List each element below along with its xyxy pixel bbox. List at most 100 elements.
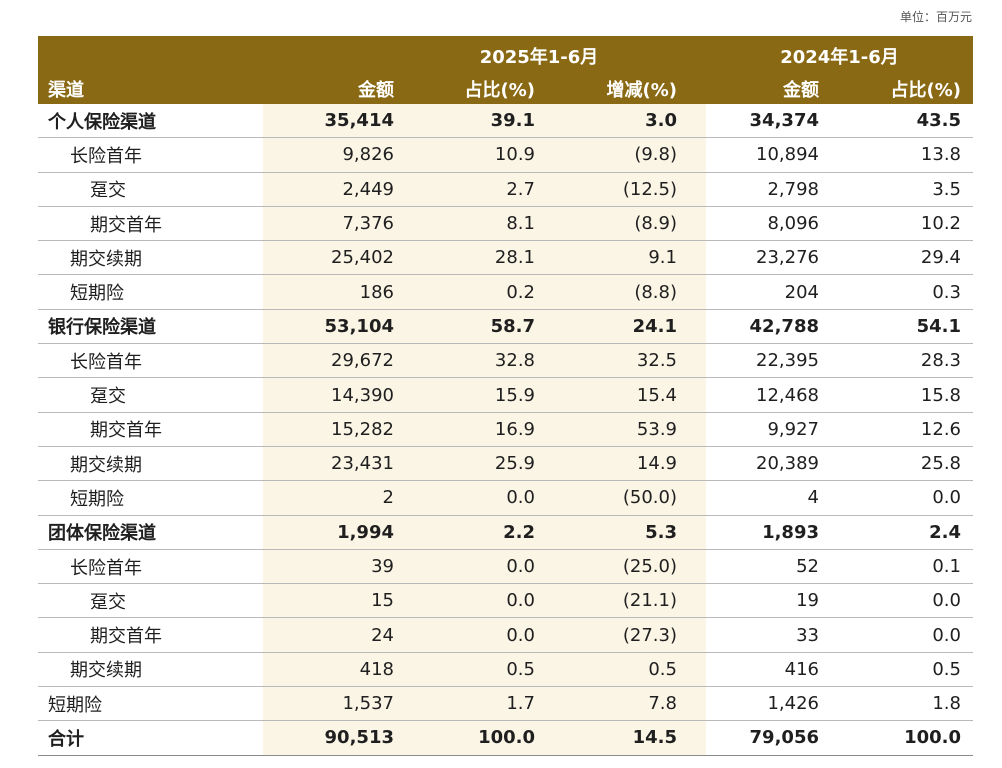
- table-row: 团体保险渠道 1,994 2.2 5.3 1,893 2.4: [38, 515, 973, 550]
- current-period-shading: [263, 206, 706, 241]
- share-cell: 0.0: [506, 487, 535, 509]
- share-prior-cell: 100.0: [904, 727, 961, 749]
- change-cell: 9.1: [648, 247, 677, 269]
- change-cell: (8.8): [634, 281, 677, 303]
- table-row: 长险首年 9,826 10.9 (9.8) 10,894 13.8: [38, 138, 973, 173]
- table-row: 长险首年 29,672 32.8 32.5 22,395 28.3: [38, 344, 973, 379]
- share-cell: 2.7: [506, 178, 535, 200]
- share-cell: 58.7: [490, 315, 535, 337]
- share-prior-cell: 0.0: [932, 624, 961, 646]
- amount-cell: 186: [359, 281, 394, 303]
- change-cell: 5.3: [645, 521, 677, 543]
- table-row: 趸交 14,390 15.9 15.4 12,468 15.8: [38, 378, 973, 413]
- amount-cell: 24: [371, 624, 394, 646]
- current-period-shading: [263, 344, 706, 378]
- column-header-share: 占比(%): [464, 80, 536, 101]
- share-prior-cell: 1.8: [932, 693, 961, 715]
- change-cell: (21.1): [622, 590, 677, 612]
- share-cell: 10.9: [494, 144, 535, 166]
- change-cell: (27.3): [622, 624, 677, 646]
- change-cell: 53.9: [636, 418, 677, 440]
- period-current-heading: 2025年1-6月: [479, 47, 599, 68]
- amount-prior-cell: 12,468: [756, 384, 819, 406]
- share-cell: 39.1: [490, 110, 535, 132]
- amount-cell: 7,376: [342, 213, 394, 235]
- share-cell: 16.9: [494, 418, 535, 440]
- channel-name-cell: 银行保险渠道: [48, 317, 156, 339]
- amount-prior-cell: 8,096: [767, 213, 819, 235]
- channel-name-cell: 短期险: [70, 283, 124, 305]
- share-cell: 0.0: [506, 624, 535, 646]
- amount-prior-cell: 22,395: [756, 350, 819, 372]
- channel-name-cell: 长险首年: [70, 351, 142, 373]
- change-cell: 7.8: [648, 693, 677, 715]
- share-prior-cell: 15.8: [920, 384, 961, 406]
- current-period-shading: [263, 104, 706, 138]
- premium-by-channel-table: 2025年1-6月 2024年1-6月 渠道 金额 占比(%) 增减(%) 金额…: [38, 36, 973, 756]
- table-row: 期交首年 7,376 8.1 (8.9) 8,096 10.2: [38, 206, 973, 242]
- amount-prior-cell: 42,788: [749, 315, 819, 337]
- change-cell: (9.8): [634, 144, 677, 166]
- amount-prior-cell: 10,894: [756, 144, 819, 166]
- channel-name-cell: 趸交: [90, 180, 126, 202]
- channel-name-cell: 趸交: [90, 591, 126, 613]
- amount-prior-cell: 52: [796, 556, 819, 577]
- share-cell: 28.1: [494, 247, 535, 269]
- amount-prior-cell: 4: [807, 487, 819, 509]
- amount-prior-cell: 416: [784, 658, 819, 680]
- change-cell: 14.9: [636, 453, 677, 475]
- share-cell: 8.1: [506, 213, 535, 235]
- amount-cell: 53,104: [324, 315, 394, 337]
- share-prior-cell: 0.1: [932, 556, 961, 577]
- channel-name-cell: 合计: [48, 728, 84, 750]
- share-prior-cell: 29.4: [920, 247, 961, 269]
- change-cell: (25.0): [622, 556, 677, 577]
- amount-prior-cell: 23,276: [756, 247, 819, 269]
- share-cell: 0.5: [506, 658, 535, 680]
- share-cell: 100.0: [478, 727, 535, 749]
- amount-cell: 9,826: [342, 144, 394, 166]
- table-row: 短期险 2 0.0 (50.0) 4 0.0: [38, 481, 973, 516]
- column-header-change: 增减(%): [606, 80, 678, 101]
- channel-name-cell: 长险首年: [70, 557, 142, 579]
- current-period-shading: [263, 241, 706, 275]
- amount-cell: 39: [371, 556, 394, 577]
- change-cell: 15.4: [636, 384, 677, 406]
- current-period-shading: [263, 275, 706, 309]
- column-header-channel: 渠道: [48, 80, 84, 101]
- channel-name-cell: 长险首年: [70, 145, 142, 167]
- current-period-shading: [263, 652, 706, 687]
- amount-prior-cell: 34,374: [749, 110, 819, 132]
- amount-prior-cell: 1,893: [762, 521, 819, 543]
- change-cell: 32.5: [636, 350, 677, 372]
- amount-cell: 90,513: [324, 727, 394, 749]
- table-row: 银行保险渠道 53,104 58.7 24.1 42,788 54.1: [38, 309, 973, 345]
- change-cell: 24.1: [632, 315, 677, 337]
- table-header: 2025年1-6月 2024年1-6月 渠道 金额 占比(%) 增减(%) 金额…: [38, 36, 973, 104]
- share-cell: 15.9: [494, 384, 535, 406]
- amount-prior-cell: 2,798: [767, 178, 819, 200]
- change-cell: (8.9): [634, 213, 677, 235]
- amount-cell: 2,449: [342, 178, 394, 200]
- channel-name-cell: 个人保险渠道: [48, 111, 156, 133]
- share-cell: 25.9: [494, 453, 535, 475]
- share-cell: 2.2: [503, 521, 535, 543]
- amount-cell: 14,390: [331, 384, 394, 406]
- table-row: 长险首年 39 0.0 (25.0) 52 0.1: [38, 549, 973, 585]
- amount-cell: 35,414: [324, 110, 394, 132]
- current-period-shading: [263, 446, 706, 481]
- share-cell: 0.0: [506, 590, 535, 612]
- current-period-shading: [263, 138, 706, 172]
- channel-name-cell: 期交首年: [90, 420, 162, 442]
- current-period-shading: [263, 515, 706, 549]
- amount-prior-cell: 9,927: [767, 418, 819, 440]
- channel-name-cell: 短期险: [70, 488, 124, 510]
- channel-name-cell: 期交续期: [70, 660, 142, 682]
- share-cell: 1.7: [506, 693, 535, 715]
- current-period-shading: [263, 721, 706, 755]
- share-prior-cell: 3.5: [932, 178, 961, 200]
- amount-prior-cell: 1,426: [767, 693, 819, 715]
- change-cell: 14.5: [632, 727, 677, 749]
- share-cell: 0.0: [506, 556, 535, 577]
- amount-prior-cell: 79,056: [749, 727, 819, 749]
